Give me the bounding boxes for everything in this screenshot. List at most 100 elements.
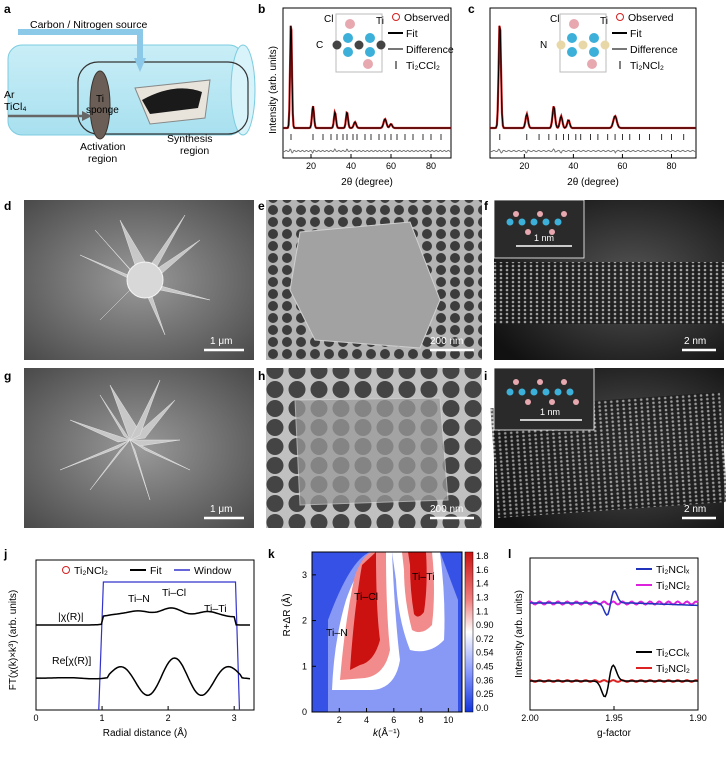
xaxis-b-tick-label: 60 [386,161,396,171]
source-label: Carbon / Nitrogen source [30,19,147,31]
activation-region-label: region [88,153,117,165]
plot-frame-k [311,551,463,713]
scalebar-f: 2 nm [684,336,706,347]
xaxis-l-tick-label: 1.95 [605,713,623,723]
legend-c: Observed Fit Difference Ti₂NCl₂ [612,12,678,72]
colorbar-tick-label: 0.0 [476,703,489,713]
xlabel-b: 2θ (degree) [341,177,393,188]
xaxis-c-tick-label: 20 [519,161,529,171]
ylabel-k: R+ΔR (Å) [280,593,293,636]
ti-label: Ti [96,94,104,105]
scalebar-g: 1 μm [210,504,232,515]
legend-observed-c: Observed [628,12,674,24]
panel-i: i 1 nm 2 nm [484,367,726,528]
ti2cclx-series [530,664,698,698]
xlabel-c: 2θ (degree) [567,177,619,188]
panel-label-h: h [258,369,265,383]
colorbar-tick-label: 0.90 [476,620,494,630]
atom-n-c: N [540,40,547,51]
colorbar-tick-label: 0.25 [476,689,494,699]
source-arrow [18,29,143,60]
panel-c: c 2θ (degree) 20 40 60 80 Cl Ti N Observed … [468,2,697,188]
ar-label: Ar [4,89,15,101]
legend-diff-c: Difference [630,44,678,56]
panel-h: h 200 nm [258,368,482,528]
legend-ti2ncl2-top-l: Ti₂NCl₂ [656,580,690,592]
colorbar-tick-label: 1.3 [476,592,489,602]
bragg-ticks-c [499,134,685,140]
xlabel-unit-k: (Å⁻¹) [378,726,400,739]
scalebar-e: 200 nm [430,336,463,347]
wavelet-map-k [312,552,462,712]
xaxis-k-tick-label: 2 [337,715,342,725]
synthesis-label: Synthesis [167,133,213,145]
colorbar-tick-label: 0.36 [476,675,494,685]
panel-label-g: g [4,369,11,383]
panel-a: a Carbon / Nitrogen source Ar TiCl₄ Ti s… [4,2,256,165]
difference-series-b [282,148,452,154]
scalebar-h: 200 nm [430,504,463,515]
legend-ti2cclx-l: Ti₂CClₓ [656,647,690,659]
panel-label-c: c [468,2,475,16]
legend-fit-j: Fit [150,565,162,577]
xaxis-j-tick-label: 2 [166,713,171,723]
scalebar-d: 1 μm [210,336,232,347]
panel-e: e 200 nm [258,199,482,360]
colorbar-tick-label: 0.54 [476,648,494,658]
xticks-l: 2.00 1.95 1.90 [521,706,707,723]
panel-b: b Intensity (arb. units) 2θ (degree) 20 4… [258,2,454,188]
sem-image-g [24,368,254,528]
xaxis-c-tick-label: 60 [617,161,627,171]
colorbar-ticks-k: 1.8 1.6 1.4 1.3 1.1 0.90 0.72 0.54 0.45 0.36 0.25 0… [476,551,494,713]
ylabel-j: FT(χ(k)×k³) (arb. units) [8,590,19,691]
legend-phase-b: Ti₂CCl₂ [406,60,440,72]
xaxis-k-tick-label: 4 [364,715,369,725]
bragg-ticks-b [290,134,442,140]
legend-diff-b: Difference [406,44,454,56]
crystal-inset-c: Cl Ti N [540,13,610,73]
peak-titi-k: Ti–Ti [412,571,435,583]
legend-phase-c: Ti₂NCl₂ [630,60,664,72]
flake-e [289,221,441,349]
xaxis-b-tick-label: 80 [426,161,436,171]
yaxis-k-tick-label: 1 [302,661,307,671]
panel-label-f: f [484,199,489,213]
xaxis-k-tick-label: 6 [391,715,396,725]
xaxis-l-tick-label: 1.90 [689,713,707,723]
xaxis-c-tick-label: 40 [568,161,578,171]
ylabel-l: Intensity (arb. units) [514,590,525,678]
colorbar-tick-label: 1.6 [476,565,489,575]
xticks-b: 20 40 60 80 [306,154,436,171]
panel-label-b: b [258,2,265,16]
ti2ncl2-top-series [529,600,699,606]
legend-b: Observed Fit Difference Ti₂CCl₂ [388,12,454,72]
xaxis-k-tick-label: 10 [443,715,453,725]
yaxis-k-tick-label: 2 [302,616,307,626]
peak-titi-j: Ti–Ti [204,603,227,615]
xaxis-b-tick-label: 40 [346,161,356,171]
xlabel-j: Radial distance (Å) [103,726,187,739]
xticks-k: 2 4 6 8 10 [337,708,453,725]
activation-label: Activation [80,141,126,153]
plot-frame-c [489,7,697,159]
sponge-label: sponge [86,105,119,116]
chi-label-j: |χ(R)| [58,611,84,623]
panel-label-j: j [3,547,7,561]
atom-c-b: C [316,40,323,51]
atom-cl-c: Cl [550,14,559,25]
window-series-j [98,581,241,711]
xaxis-l-tick-label: 2.00 [521,713,539,723]
panel-label-d: d [4,199,11,213]
xaxis-b-tick-label: 20 [306,161,316,171]
legend-window-j: Window [194,565,232,577]
xticks-j: 0 1 2 3 [33,706,237,723]
yaxis-k-tick-label: 0 [302,707,307,717]
panel-label-e: e [258,199,265,213]
legend-ti2nclx-l: Ti₂NClₓ [656,564,690,576]
xaxis-j-tick-label: 1 [100,713,105,723]
scalebar-i: 2 nm [684,504,706,515]
colorbar-tick-label: 0.45 [476,662,494,672]
ti2nclx-series [530,590,698,616]
legend-ti2ncl2-bot-l: Ti₂NCl₂ [656,663,690,675]
re-label-j: Re[χ(R)] [52,655,91,667]
